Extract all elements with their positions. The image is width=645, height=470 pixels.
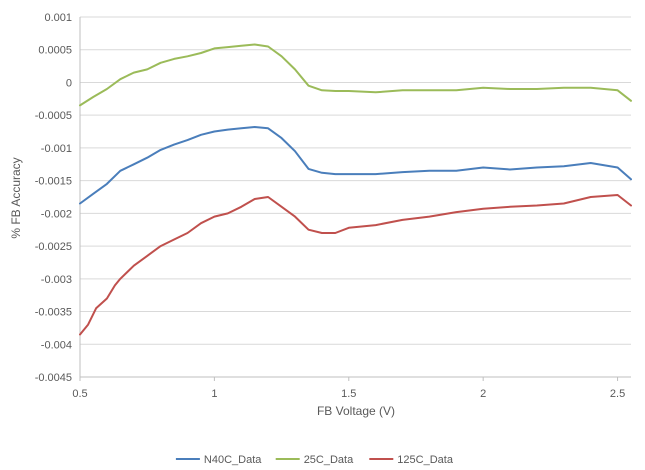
y-tick-label: 0.001 bbox=[44, 12, 72, 24]
legend-label: 125C_Data bbox=[397, 454, 454, 466]
y-tick-label: 0 bbox=[66, 77, 72, 89]
legend-label: 25C_Data bbox=[304, 454, 354, 466]
legend-label: N40C_Data bbox=[204, 454, 262, 466]
x-tick-label: 2 bbox=[480, 388, 486, 400]
y-tick-label: -0.004 bbox=[41, 339, 72, 351]
series-line-125C_Data bbox=[79, 194, 632, 336]
y-tick-label: -0.0015 bbox=[35, 176, 72, 188]
y-axis-title: % FB Accuracy bbox=[9, 157, 23, 238]
series-line-25C_Data bbox=[79, 43, 632, 107]
series-lines bbox=[79, 43, 632, 336]
y-tick-label: -0.0045 bbox=[35, 372, 72, 384]
y-tick-label: -0.002 bbox=[41, 208, 72, 220]
axes bbox=[79, 17, 631, 381]
x-tick-label: 2.5 bbox=[610, 388, 625, 400]
x-axis-title: FB Voltage (V) bbox=[317, 404, 395, 418]
x-tick-label: 1.5 bbox=[341, 388, 356, 400]
y-tick-label: -0.003 bbox=[41, 274, 72, 286]
x-tick-label: 1 bbox=[211, 388, 217, 400]
y-tick-label: 0.0005 bbox=[38, 45, 72, 57]
tick-labels: 0.001 0.0005 0 -0.0005 -0.001 -0.0015 -0.002 -0… bbox=[35, 12, 626, 400]
x-tick-label: 0.5 bbox=[72, 388, 87, 400]
y-tick-label: -0.0025 bbox=[35, 241, 72, 253]
y-tick-label: -0.0005 bbox=[35, 110, 72, 122]
grid-lines bbox=[80, 16, 631, 378]
series-line-N40C_Data bbox=[79, 126, 632, 205]
legend: N40C_Data 25C_Data 125C_Data bbox=[175, 454, 454, 466]
y-tick-label: -0.001 bbox=[41, 143, 72, 155]
y-tick-label: -0.0035 bbox=[35, 307, 72, 319]
